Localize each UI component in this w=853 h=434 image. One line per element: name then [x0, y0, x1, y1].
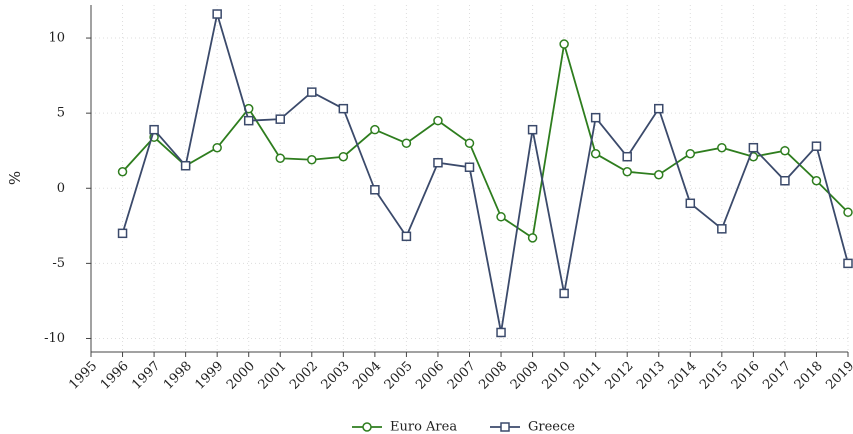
marker: [590, 148, 601, 159]
x-tick-label: 2015: [697, 359, 731, 393]
x-tick-label: 2010: [539, 359, 573, 393]
x-tick-label: 2016: [729, 359, 763, 393]
x-tick-label: 2017: [760, 359, 794, 393]
marker: [685, 148, 696, 159]
marker: [212, 142, 222, 153]
x-tick-label: 2013: [634, 359, 668, 393]
x-tick-label: 2014: [666, 359, 700, 393]
x-tick-label: 1995: [66, 359, 100, 393]
marker: [117, 166, 128, 177]
x-tick-label: 2001: [256, 359, 290, 393]
legend-label: Greece: [528, 420, 575, 434]
marker: [401, 138, 412, 148]
y-tick-label: -5: [52, 256, 65, 271]
x-tick-label: 2009: [508, 359, 542, 393]
y-tick-label: -10: [44, 331, 65, 346]
y-tick-label: 10: [48, 31, 65, 46]
marker: [559, 39, 569, 49]
marker: [527, 124, 538, 135]
marker: [275, 114, 285, 124]
x-tick-label: 1999: [192, 359, 226, 393]
marker: [622, 151, 632, 162]
marker: [401, 231, 412, 242]
marker: [685, 198, 696, 209]
marker: [500, 422, 510, 432]
marker: [780, 176, 790, 186]
marker: [338, 151, 349, 162]
marker: [275, 153, 285, 163]
marker: [811, 141, 822, 151]
x-tick-label: 2008: [476, 359, 510, 393]
marker: [748, 142, 759, 153]
marker: [307, 154, 317, 165]
marker: [559, 288, 569, 299]
marker: [433, 157, 443, 168]
x-tick-label: 2012: [603, 359, 637, 393]
marker: [590, 112, 601, 123]
marker: [717, 224, 727, 234]
x-tick-label: 2011: [571, 359, 605, 393]
marker: [527, 233, 538, 243]
marker: [622, 166, 632, 177]
marker: [307, 87, 317, 97]
marker: [717, 142, 727, 153]
x-tick-label: 2018: [792, 359, 826, 393]
marker: [370, 185, 380, 195]
marker: [370, 124, 380, 135]
marker: [811, 176, 822, 186]
marker: [496, 212, 506, 222]
x-tick-label: 2000: [224, 359, 258, 393]
marker: [433, 115, 443, 126]
series-line: [121, 43, 849, 240]
x-tick-label: 1997: [129, 359, 163, 393]
x-tick-label: 2004: [350, 359, 384, 393]
marker: [243, 115, 254, 126]
x-tick-label: 2007: [445, 359, 479, 393]
marker: [338, 103, 349, 114]
marker: [149, 124, 159, 135]
marker: [464, 162, 475, 172]
x-tick-label: 2006: [413, 359, 447, 393]
x-tick-label: 2019: [823, 359, 853, 393]
x-tick-label: 2005: [382, 359, 416, 393]
y-tick-label: 5: [57, 106, 65, 121]
marker: [180, 160, 191, 171]
marker: [362, 422, 372, 432]
x-tick-label: 1996: [98, 359, 132, 393]
series-line: [121, 13, 849, 333]
marker: [212, 9, 222, 19]
marker: [843, 258, 853, 269]
x-tick-label: 1998: [161, 359, 195, 393]
marker: [780, 145, 790, 156]
marker: [654, 103, 664, 114]
x-tick-label: 2002: [287, 359, 321, 393]
marker: [464, 138, 475, 148]
marker: [843, 207, 853, 218]
legend-label: Euro Area: [390, 420, 457, 434]
marker: [496, 327, 506, 338]
y-axis-label: %: [6, 171, 24, 185]
y-tick-label: 0: [57, 181, 65, 196]
x-tick-label: 2003: [319, 359, 353, 393]
marker: [117, 228, 128, 239]
marker: [654, 169, 664, 180]
